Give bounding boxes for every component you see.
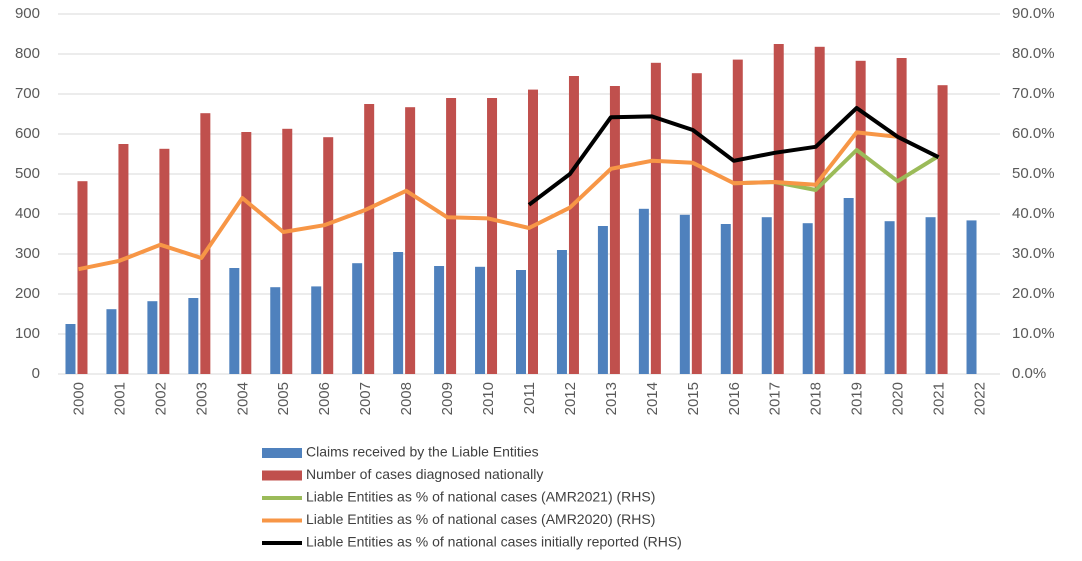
bar [446, 98, 457, 374]
bar [802, 223, 813, 374]
x-tick-label: 2017 [767, 382, 784, 415]
legend-label: Number of cases diagnosed nationally [306, 466, 543, 482]
y2-tick-label: 70.0% [1012, 85, 1055, 102]
line-series [527, 106, 940, 207]
bar [106, 309, 117, 374]
bar [200, 113, 211, 374]
y2-tick-label: 30.0% [1012, 245, 1055, 262]
x-tick-label: 2000 [70, 382, 87, 415]
y-tick-label: 500 [15, 165, 40, 182]
y-tick-label: 200 [15, 285, 40, 302]
bar [568, 76, 579, 374]
y2-tick-label: 20.0% [1012, 285, 1055, 302]
bar [720, 224, 731, 374]
x-tick-label: 2022 [971, 382, 988, 415]
bar [516, 270, 526, 374]
bar [364, 104, 375, 374]
y-tick-label: 400 [15, 205, 40, 222]
bar [597, 226, 608, 374]
y-tick-label: 600 [15, 125, 40, 142]
bar [528, 89, 538, 374]
bar [393, 252, 404, 374]
bar [556, 250, 567, 374]
legend-swatch [262, 470, 302, 481]
bar [732, 59, 743, 374]
y2-tick-label: 10.0% [1012, 325, 1055, 342]
y-tick-label: 0 [32, 365, 40, 382]
bar [270, 287, 281, 374]
bar [638, 208, 649, 374]
bar [352, 263, 363, 374]
bar [188, 298, 199, 374]
x-tick-label: 2010 [480, 382, 497, 415]
bar [282, 128, 293, 374]
x-tick-label: 2006 [316, 382, 333, 415]
bar [434, 266, 445, 374]
x-tick-label: 2020 [890, 382, 907, 415]
bar [691, 73, 702, 374]
legend-label: Liable Entities as % of national cases i… [306, 534, 682, 550]
x-tick-label: 2019 [849, 382, 866, 415]
x-tick-label: 2003 [193, 382, 210, 415]
bar [966, 220, 977, 374]
bar [475, 266, 486, 374]
y2-tick-label: 40.0% [1012, 205, 1055, 222]
bar [650, 62, 661, 375]
legend-label: Liable Entities as % of national cases (… [306, 511, 655, 527]
x-tick-label: 2007 [357, 382, 374, 415]
y-tick-label: 100 [15, 325, 40, 342]
bar [925, 217, 936, 374]
x-tick-label: 2014 [644, 382, 661, 415]
y-tick-label: 300 [15, 245, 40, 262]
x-tick-label: 2021 [931, 382, 948, 415]
x-tick-label: 2018 [808, 382, 825, 415]
bar [814, 46, 825, 375]
y-tick-label: 800 [15, 45, 40, 62]
bar [229, 268, 240, 374]
y2-tick-label: 90.0% [1012, 5, 1055, 22]
x-tick-label: 2011 [521, 382, 538, 414]
legend-swatch [262, 448, 302, 458]
y2-tick-label: 80.0% [1012, 45, 1055, 62]
bar [884, 221, 895, 374]
bar [896, 58, 907, 374]
legend: Claims received by the Liable Entities Nu… [262, 444, 682, 550]
bar [159, 148, 170, 374]
legend-label: Claims received by the Liable Entities [306, 444, 539, 460]
x-tick-label: 2004 [234, 382, 251, 415]
x-tick-label: 2005 [275, 382, 292, 415]
x-tick-label: 2015 [685, 382, 702, 415]
y-tick-label: 700 [15, 85, 40, 102]
bar [679, 214, 690, 374]
bar [487, 98, 498, 374]
y2-tick-label: 50.0% [1012, 165, 1055, 182]
bar [77, 181, 88, 374]
bar [405, 107, 416, 374]
bar [773, 44, 784, 374]
bar [241, 132, 252, 374]
x-tick-label: 2001 [111, 382, 128, 415]
x-tick-label: 2008 [398, 382, 415, 415]
x-tick-label: 2013 [603, 382, 620, 415]
x-tick-label: 2002 [152, 382, 169, 415]
bar [937, 85, 948, 374]
x-tick-label: 2009 [439, 382, 456, 415]
legend-label: Liable Entities as % of national cases (… [306, 489, 655, 505]
bar [843, 198, 854, 374]
bar [65, 324, 76, 374]
bar [855, 60, 866, 375]
y2-tick-label: 60.0% [1012, 125, 1055, 142]
bar [323, 137, 334, 374]
bar [609, 86, 620, 374]
line-series [78, 130, 898, 272]
bar [311, 286, 322, 374]
y2-tick-label: 0.0% [1012, 365, 1046, 382]
bar [147, 301, 158, 374]
x-tick-label: 2012 [562, 382, 579, 415]
y-tick-label: 900 [15, 5, 40, 22]
x-tick-label: 2016 [726, 382, 743, 415]
bar [761, 217, 772, 374]
